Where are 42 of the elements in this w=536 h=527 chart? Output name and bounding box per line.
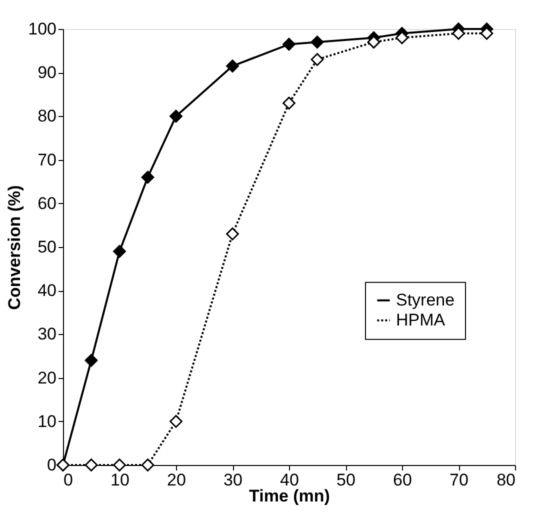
y-tick-label: 80	[38, 106, 56, 126]
y-tick-label: 70	[38, 150, 56, 170]
x-tick-label: 20	[167, 470, 186, 490]
x-axis-title: Time (mn)	[249, 486, 330, 506]
y-tick-label: 90	[38, 63, 56, 82]
x-tick-label: 30	[224, 470, 242, 490]
y-tick-label: 20	[38, 368, 56, 388]
point	[310, 36, 324, 49]
point	[141, 458, 154, 472]
point	[113, 458, 126, 472]
y-tick-label: 100	[28, 20, 56, 38]
x-tick-label: 80	[496, 470, 516, 490]
point	[170, 414, 182, 428]
y-tick-label: 30	[38, 324, 56, 344]
y-axis-title: Conversion (%)	[5, 185, 24, 310]
y-tick-label: 0	[47, 456, 56, 474]
point	[310, 53, 324, 66]
x-tick-label: 60	[393, 470, 412, 490]
point	[452, 26, 465, 40]
point	[170, 110, 182, 123]
x-tick-label: 0	[64, 470, 73, 490]
legend-label: HPMA	[396, 310, 446, 330]
point	[113, 244, 126, 258]
y-tick-label: 60	[38, 194, 56, 213]
point	[226, 227, 239, 240]
y-tick-label: 50	[38, 238, 56, 256]
point	[226, 60, 239, 73]
x-tick-label: 70	[450, 470, 468, 490]
point	[84, 458, 98, 472]
point	[282, 96, 296, 110]
legend-label: Styrene	[396, 290, 455, 310]
point	[141, 170, 154, 184]
y-tick-label: 10	[38, 412, 56, 431]
point	[367, 36, 380, 49]
y-tick-label: 40	[38, 281, 56, 300]
point	[84, 354, 98, 367]
x-tick-label: 40	[280, 470, 299, 490]
point	[282, 38, 296, 51]
point	[396, 31, 408, 44]
x-tick-label: 10	[110, 470, 130, 490]
point	[480, 26, 494, 40]
x-tick-label: 50	[336, 470, 356, 490]
